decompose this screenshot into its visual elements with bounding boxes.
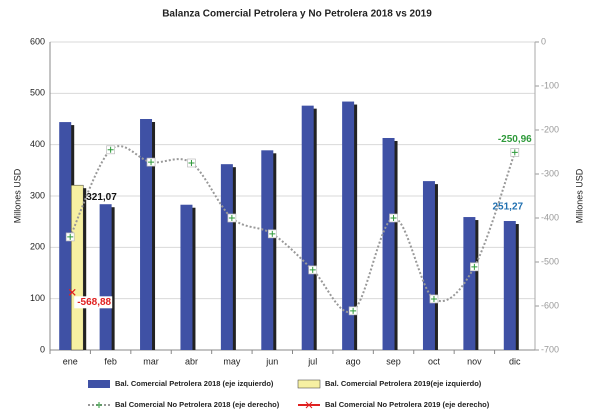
- line: [69, 145, 516, 314]
- y-tick-label: 300: [30, 190, 45, 200]
- point-plus: [107, 146, 114, 153]
- bar: [503, 221, 516, 350]
- legend-label: Bal. Comercial Petrolera 2019(eje izquie…: [325, 379, 482, 388]
- x-tick-label: mar: [143, 356, 159, 366]
- point-plus: [67, 233, 74, 240]
- legend-marker: [305, 401, 313, 409]
- y2-tick-label: -200: [541, 124, 559, 134]
- point-plus: [350, 307, 357, 314]
- bar: [180, 204, 193, 350]
- point-plus: [430, 295, 437, 302]
- y-tick-label: 200: [30, 242, 45, 252]
- y-tick-label: 600: [30, 36, 45, 46]
- legend-swatch: [88, 380, 110, 388]
- y-axis-label: Millones USD: [12, 168, 22, 223]
- y2-tick-label: 0: [541, 36, 546, 46]
- point-plus: [228, 215, 235, 221]
- y-tick-label: 0: [40, 344, 45, 354]
- point-plus: [390, 215, 397, 221]
- legend-swatch: [297, 379, 321, 389]
- bar: [382, 137, 395, 350]
- bar: [422, 181, 435, 350]
- y-tick-label: 500: [30, 88, 45, 98]
- y2-tick-label: -700: [541, 344, 559, 354]
- y2-tick-label: -500: [541, 256, 559, 266]
- value-label: 251,27: [492, 202, 523, 213]
- y2-tick-label: -100: [541, 80, 559, 90]
- value-label: 321,07: [86, 192, 117, 203]
- point-plus: [511, 149, 518, 156]
- bar: [342, 101, 355, 351]
- x-tick-label: sep: [386, 356, 401, 366]
- x-tick-label: jun: [265, 356, 278, 366]
- point-plus: [188, 160, 195, 166]
- label-bg: [74, 296, 113, 309]
- x-tick-label: jul: [307, 356, 317, 366]
- y2-axis-label: Millones USD: [574, 168, 584, 223]
- x-tick-label: abr: [185, 356, 198, 366]
- y2-tick-label: -600: [541, 300, 559, 310]
- point-plus: [269, 230, 276, 237]
- x-tick-label: oct: [428, 356, 441, 366]
- y-tick-label: 100: [30, 293, 45, 303]
- legend-marker: [96, 402, 102, 408]
- x-tick-label: ago: [346, 356, 361, 366]
- bar: [261, 150, 274, 350]
- bar: [140, 119, 153, 350]
- value-label: -250,96: [498, 134, 532, 145]
- label-bg: [489, 201, 526, 214]
- value-label: -568,88: [77, 297, 111, 308]
- point-plus: [471, 263, 478, 270]
- x-tick-label: dic: [509, 356, 521, 366]
- x-tick-label: feb: [104, 356, 117, 366]
- chart-title: Balanza Comercial Petrolera y No Petrole…: [162, 9, 432, 20]
- legend-label: Bal Comercial No Petrolera 2018 (eje der…: [115, 400, 280, 409]
- y-tick-label: 400: [30, 139, 45, 149]
- bar: [301, 105, 314, 350]
- y2-tick-label: -300: [541, 168, 559, 178]
- x-tick-label: ene: [63, 356, 78, 366]
- point: [68, 288, 76, 296]
- bar: [99, 204, 112, 350]
- bar: [59, 122, 72, 350]
- legend-label: Bal. Comercial Petrolera 2018 (eje izqui…: [115, 379, 274, 388]
- x-tick-label: may: [223, 356, 241, 366]
- y2-tick-label: -400: [541, 212, 559, 222]
- legend-label: Bal Comercial No Petrolera 2019 (eje der…: [325, 400, 490, 409]
- point-plus: [148, 159, 155, 166]
- point-plus: [309, 266, 316, 273]
- x-tick-label: nov: [467, 356, 482, 366]
- bar: [220, 164, 233, 350]
- bar: [463, 217, 476, 350]
- bar: [70, 184, 84, 351]
